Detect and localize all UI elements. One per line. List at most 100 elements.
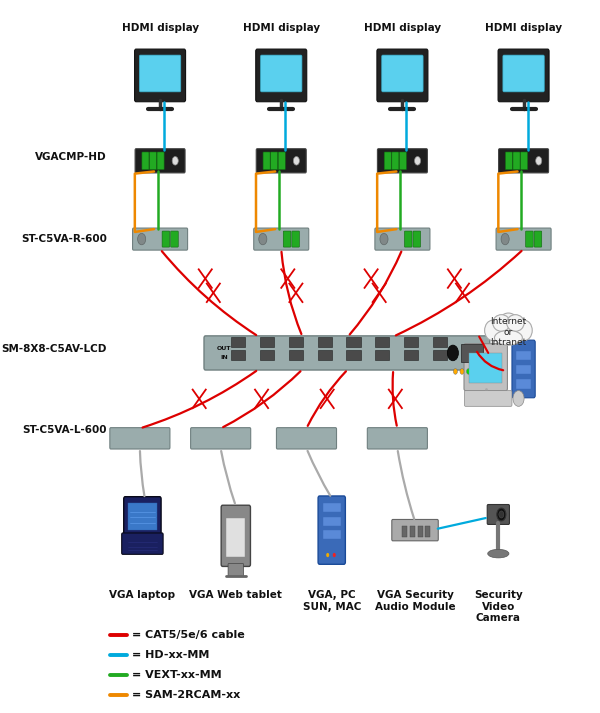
Text: ST-C5VA-R-600: ST-C5VA-R-600 [21,234,107,244]
FancyBboxPatch shape [418,526,422,537]
Ellipse shape [516,320,532,341]
FancyBboxPatch shape [323,503,341,513]
FancyBboxPatch shape [516,379,531,389]
Text: HDMI display: HDMI display [364,23,441,33]
Text: VGA Security
Audio Module: VGA Security Audio Module [375,590,455,612]
Circle shape [501,233,509,245]
FancyBboxPatch shape [516,365,531,374]
FancyBboxPatch shape [228,563,244,576]
Text: = CAT5/5e/6 cable: = CAT5/5e/6 cable [133,630,245,640]
FancyBboxPatch shape [204,336,490,370]
FancyBboxPatch shape [128,503,157,530]
Text: = VEXT-xx-MM: = VEXT-xx-MM [133,670,222,680]
FancyBboxPatch shape [317,350,332,360]
FancyBboxPatch shape [404,350,418,360]
Ellipse shape [497,313,520,339]
FancyBboxPatch shape [134,49,185,102]
FancyBboxPatch shape [149,152,157,170]
FancyBboxPatch shape [226,518,245,557]
Circle shape [259,233,267,245]
Circle shape [499,511,504,518]
FancyBboxPatch shape [323,517,341,526]
FancyBboxPatch shape [367,428,427,449]
FancyBboxPatch shape [110,428,170,449]
Circle shape [415,157,421,165]
FancyBboxPatch shape [256,49,307,102]
Text: OUT: OUT [217,347,232,352]
FancyBboxPatch shape [139,55,181,92]
Text: Security
Video
Camera: Security Video Camera [474,590,523,623]
FancyBboxPatch shape [283,231,291,247]
FancyBboxPatch shape [384,152,391,170]
FancyBboxPatch shape [231,350,245,360]
FancyBboxPatch shape [254,228,309,250]
Circle shape [467,369,470,374]
FancyBboxPatch shape [534,231,542,247]
FancyBboxPatch shape [122,533,163,554]
Text: VGACMP-HD: VGACMP-HD [35,153,107,163]
Text: ST-C5VA-L-600: ST-C5VA-L-600 [23,425,107,435]
FancyBboxPatch shape [469,353,502,383]
FancyBboxPatch shape [231,337,245,347]
Text: = HD-xx-MM: = HD-xx-MM [133,650,209,660]
Circle shape [536,157,542,165]
FancyBboxPatch shape [375,337,389,347]
FancyBboxPatch shape [292,231,299,247]
Circle shape [513,391,524,406]
Circle shape [172,157,178,165]
Circle shape [326,553,329,557]
Circle shape [497,508,506,521]
FancyBboxPatch shape [375,350,389,360]
FancyBboxPatch shape [260,55,302,92]
FancyBboxPatch shape [346,350,361,360]
Circle shape [293,157,299,165]
FancyBboxPatch shape [487,505,509,525]
FancyBboxPatch shape [271,152,278,170]
Circle shape [448,345,458,361]
Text: HDMI display: HDMI display [122,23,199,33]
FancyBboxPatch shape [413,231,421,247]
FancyBboxPatch shape [162,231,170,247]
FancyBboxPatch shape [496,228,551,250]
FancyBboxPatch shape [382,55,423,92]
FancyBboxPatch shape [260,337,274,347]
FancyBboxPatch shape [221,506,250,566]
FancyBboxPatch shape [170,231,178,247]
FancyBboxPatch shape [375,228,430,250]
FancyBboxPatch shape [516,351,531,360]
Circle shape [380,233,388,245]
Text: IN: IN [220,354,228,359]
FancyBboxPatch shape [410,526,415,537]
FancyBboxPatch shape [521,152,527,170]
FancyBboxPatch shape [425,526,430,537]
FancyBboxPatch shape [498,49,549,102]
FancyBboxPatch shape [263,152,270,170]
FancyBboxPatch shape [157,152,164,170]
FancyBboxPatch shape [433,350,447,360]
FancyBboxPatch shape [289,337,303,347]
FancyBboxPatch shape [464,344,508,391]
Ellipse shape [506,314,524,332]
FancyBboxPatch shape [277,428,337,449]
Circle shape [137,233,146,245]
FancyBboxPatch shape [503,55,544,92]
FancyBboxPatch shape [403,526,407,537]
FancyBboxPatch shape [433,337,447,347]
FancyBboxPatch shape [404,231,412,247]
FancyBboxPatch shape [133,228,188,250]
Ellipse shape [493,314,510,332]
FancyBboxPatch shape [191,428,251,449]
FancyBboxPatch shape [400,152,406,170]
FancyBboxPatch shape [377,49,428,102]
Text: HDMI display: HDMI display [485,23,562,33]
Text: = SAM-2RCAM-xx: = SAM-2RCAM-xx [133,690,241,700]
Ellipse shape [488,549,509,558]
FancyBboxPatch shape [142,152,149,170]
FancyBboxPatch shape [526,231,533,247]
FancyBboxPatch shape [346,337,361,347]
FancyBboxPatch shape [124,497,161,537]
FancyBboxPatch shape [278,152,285,170]
FancyBboxPatch shape [499,149,548,173]
FancyBboxPatch shape [392,152,399,170]
FancyBboxPatch shape [289,350,303,360]
